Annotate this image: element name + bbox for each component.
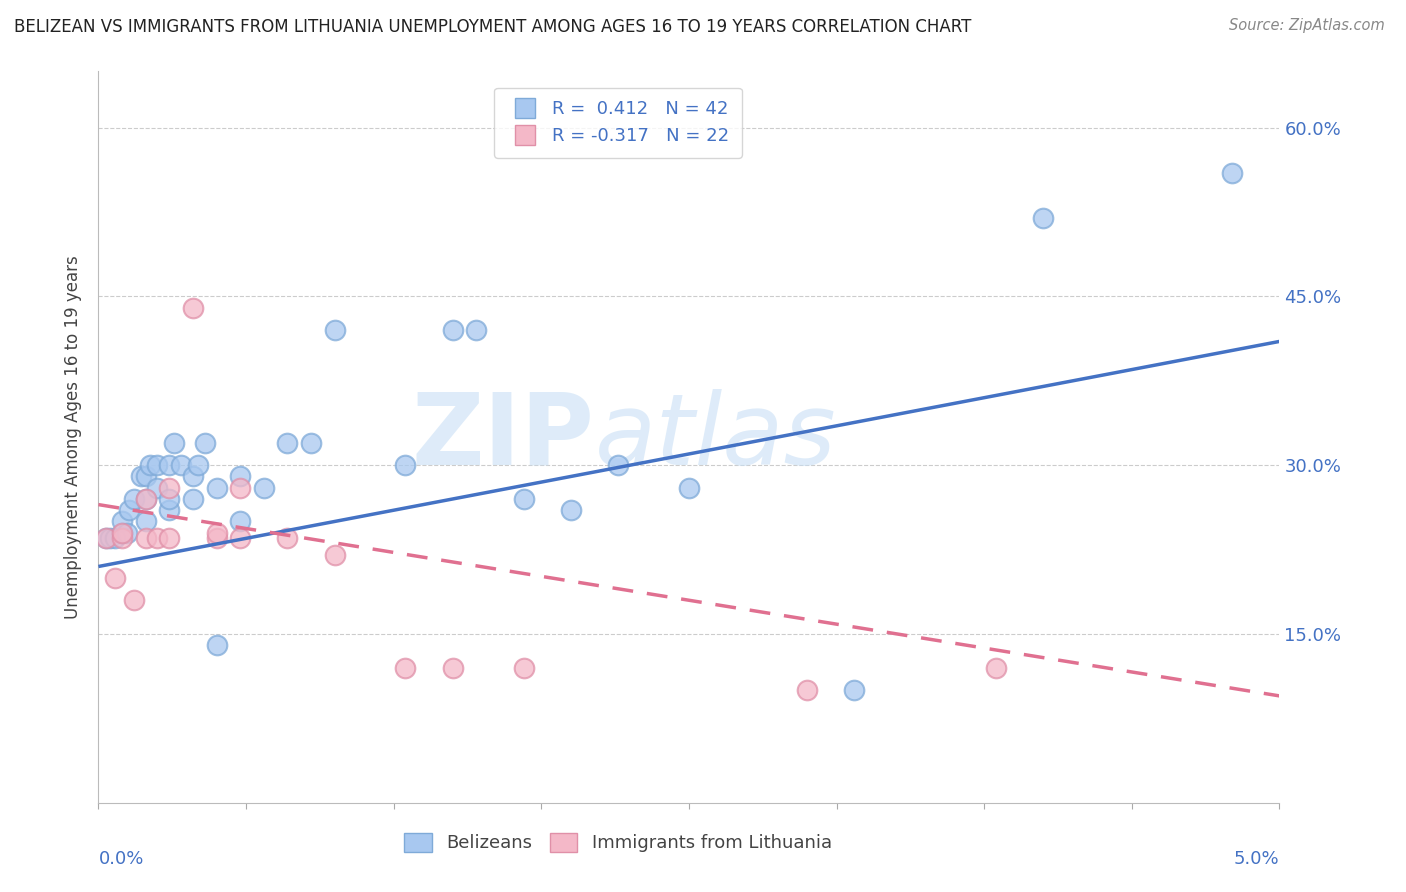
Point bbox=[146, 481, 169, 495]
Point bbox=[118, 503, 141, 517]
Point bbox=[229, 532, 252, 546]
Point bbox=[229, 481, 252, 495]
Point bbox=[157, 458, 180, 473]
Point bbox=[194, 435, 217, 450]
Point bbox=[111, 525, 134, 540]
Point bbox=[276, 532, 298, 546]
Point bbox=[157, 532, 180, 546]
Point bbox=[512, 661, 534, 675]
Point bbox=[205, 525, 228, 540]
Point bbox=[146, 532, 169, 546]
Point bbox=[560, 503, 582, 517]
Point bbox=[139, 458, 162, 473]
Text: Source: ZipAtlas.com: Source: ZipAtlas.com bbox=[1229, 18, 1385, 33]
Point bbox=[229, 515, 252, 529]
Point bbox=[299, 435, 322, 450]
Point bbox=[512, 491, 534, 506]
Point bbox=[187, 458, 209, 473]
Point bbox=[135, 469, 157, 483]
Point bbox=[323, 548, 346, 562]
Point bbox=[607, 458, 630, 473]
Point bbox=[465, 323, 488, 337]
Point bbox=[441, 323, 464, 337]
Point bbox=[135, 491, 157, 506]
Point bbox=[104, 571, 127, 585]
Point bbox=[323, 323, 346, 337]
Text: atlas: atlas bbox=[595, 389, 837, 485]
Point bbox=[394, 458, 416, 473]
Point bbox=[394, 661, 416, 675]
Point bbox=[129, 469, 152, 483]
Point bbox=[111, 515, 134, 529]
Point bbox=[984, 661, 1007, 675]
Point bbox=[122, 491, 145, 506]
Point bbox=[157, 491, 180, 506]
Text: 0.0%: 0.0% bbox=[98, 850, 143, 868]
Point bbox=[111, 532, 134, 546]
Text: ZIP: ZIP bbox=[412, 389, 595, 485]
Point bbox=[276, 435, 298, 450]
Point bbox=[163, 435, 186, 450]
Point bbox=[146, 458, 169, 473]
Point bbox=[205, 638, 228, 652]
Point bbox=[94, 532, 117, 546]
Legend: Belizeans, Immigrants from Lithuania: Belizeans, Immigrants from Lithuania bbox=[398, 826, 839, 860]
Point bbox=[229, 469, 252, 483]
Text: 5.0%: 5.0% bbox=[1234, 850, 1279, 868]
Text: BELIZEAN VS IMMIGRANTS FROM LITHUANIA UNEMPLOYMENT AMONG AGES 16 TO 19 YEARS COR: BELIZEAN VS IMMIGRANTS FROM LITHUANIA UN… bbox=[14, 18, 972, 36]
Point bbox=[844, 683, 866, 698]
Point bbox=[135, 491, 157, 506]
Point bbox=[135, 532, 157, 546]
Point bbox=[1032, 211, 1054, 225]
Point bbox=[135, 515, 157, 529]
Point bbox=[205, 532, 228, 546]
Point bbox=[157, 481, 180, 495]
Point bbox=[94, 532, 117, 546]
Point bbox=[181, 301, 204, 315]
Point bbox=[441, 661, 464, 675]
Point bbox=[157, 503, 180, 517]
Point bbox=[98, 532, 121, 546]
Point bbox=[170, 458, 193, 473]
Point bbox=[678, 481, 700, 495]
Point bbox=[181, 469, 204, 483]
Point bbox=[205, 481, 228, 495]
Y-axis label: Unemployment Among Ages 16 to 19 years: Unemployment Among Ages 16 to 19 years bbox=[65, 255, 83, 619]
Point bbox=[115, 525, 138, 540]
Point bbox=[181, 491, 204, 506]
Point bbox=[111, 525, 134, 540]
Point bbox=[104, 532, 127, 546]
Point bbox=[796, 683, 818, 698]
Point bbox=[122, 593, 145, 607]
Point bbox=[1220, 166, 1243, 180]
Point bbox=[253, 481, 276, 495]
